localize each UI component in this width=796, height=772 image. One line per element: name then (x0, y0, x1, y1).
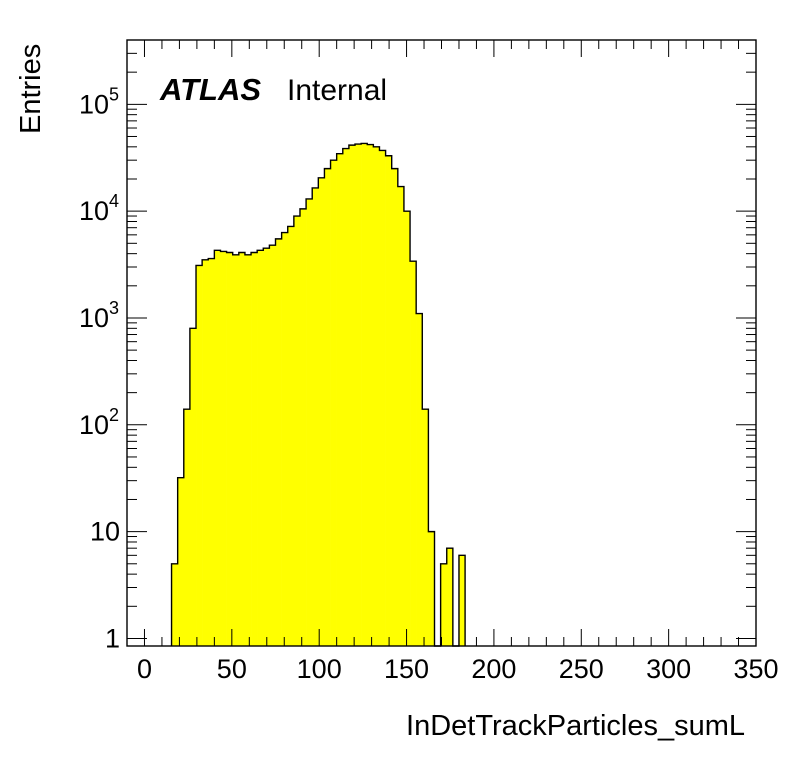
histogram-bar (269, 245, 276, 646)
histogram-bar (226, 252, 234, 646)
histogram-bar (293, 216, 301, 646)
histogram-bar (379, 150, 386, 646)
histogram-bar (391, 168, 399, 646)
x-tick-label: 200 (471, 654, 516, 684)
histogram-outline (170, 142, 466, 647)
histogram-bar (318, 177, 325, 646)
histogram-bar (397, 186, 405, 646)
histogram-bars (171, 143, 466, 647)
x-axis-ticks (126, 40, 757, 646)
y-axis-ticks (127, 39, 756, 639)
histogram-bar (244, 254, 252, 646)
histogram-bar (312, 187, 319, 646)
histogram-bar (281, 232, 289, 646)
x-axis-title: InDetTrackParticles_sumL (406, 710, 745, 742)
histogram-bar (299, 208, 307, 646)
histogram-bar (446, 548, 454, 646)
histogram-bar (171, 563, 178, 646)
x-tick-label: 50 (217, 654, 247, 684)
histogram-bar (416, 313, 423, 646)
x-axis-tick-labels: 0 50 100 150 200 250 300 350 (137, 654, 779, 684)
histogram-bar (214, 250, 221, 647)
histogram-bar (355, 144, 362, 646)
histogram-bar (440, 563, 448, 646)
histogram-bar (428, 531, 435, 646)
histogram-bar (373, 146, 380, 646)
histogram-bar (361, 143, 368, 646)
y-tick-label: 104 (79, 191, 119, 226)
x-tick-label: 100 (297, 654, 342, 684)
histogram-bar (196, 265, 203, 646)
histogram-bar (422, 409, 429, 646)
histogram-bar (189, 328, 197, 646)
x-tick-label: 0 (137, 654, 152, 684)
y-axis-title: Entries (15, 44, 47, 134)
histogram-bar (208, 258, 215, 646)
y-tick-label: 105 (79, 84, 119, 119)
histogram-bar (202, 259, 209, 646)
atlas-label: ATLAS (159, 72, 261, 107)
x-tick-label: 150 (384, 654, 429, 684)
histogram-bar (177, 477, 185, 646)
histogram-bar (232, 254, 240, 646)
histogram-bar (275, 238, 282, 646)
histogram-bar (336, 153, 344, 646)
histogram-bar (330, 160, 337, 646)
histogram-bar (385, 155, 393, 646)
x-tick-label: 250 (559, 654, 604, 684)
histogram-bar (287, 226, 295, 646)
histogram-bar (257, 250, 264, 647)
histogram-bar (220, 251, 227, 646)
histogram-bar (183, 409, 191, 646)
y-tick-label: 1 (105, 623, 120, 653)
y-tick-label: 102 (79, 405, 119, 440)
internal-label: Internal (287, 74, 387, 107)
y-tick-label: 103 (79, 298, 119, 333)
histogram-bar (348, 145, 356, 646)
histogram-bar (410, 261, 417, 646)
y-axis-tick-labels: 1 10 102 103 104 105 (79, 84, 120, 653)
histogram-bar (251, 252, 258, 646)
x-tick-label: 300 (646, 654, 691, 684)
histogram-bar (403, 211, 411, 646)
histogram-bar (367, 144, 374, 646)
x-tick-label: 350 (733, 654, 778, 684)
y-tick-label: 10 (90, 517, 120, 547)
histogram-bar (458, 555, 466, 646)
histogram-bar (342, 148, 350, 646)
histogram-bar (306, 198, 313, 646)
histogram-bar (238, 252, 246, 646)
histogram-bar (324, 168, 331, 646)
histogram-bar (263, 248, 270, 646)
